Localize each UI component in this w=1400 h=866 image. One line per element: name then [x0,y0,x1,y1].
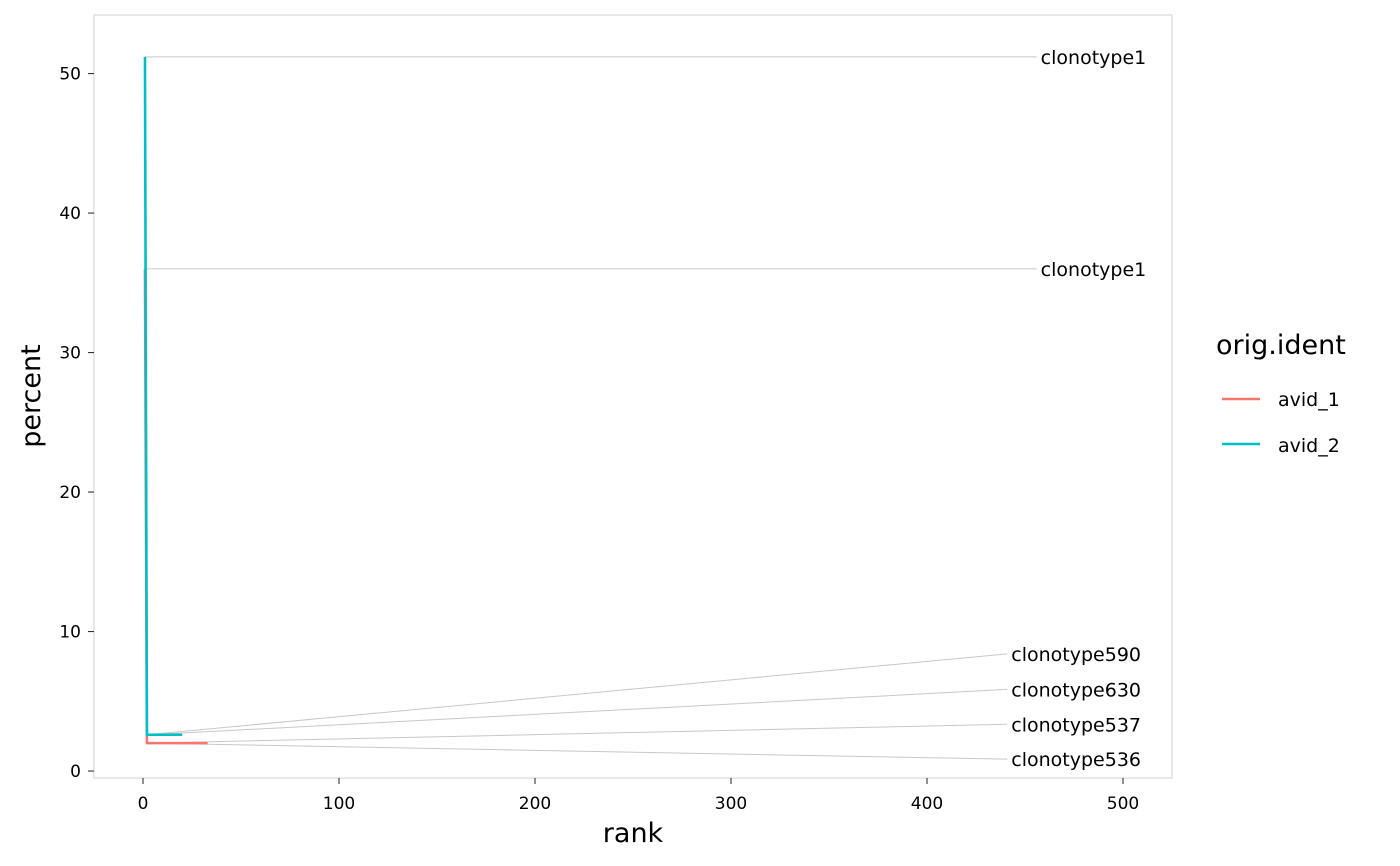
legend-title: orig.ident [1216,330,1346,361]
y-axis-title: percent [16,344,47,447]
x-tick-label: 300 [715,794,747,814]
series-line-avid_2 [143,56,183,737]
legend-label-avid_1: avid_1 [1278,389,1340,411]
annotation-label: clonotype537 [1011,714,1141,736]
y-tick-label: 30 [59,344,81,364]
legend: orig.ident avid_1 avid_2 [1216,330,1346,457]
y-axis: 0 10 20 30 40 50 [59,65,94,782]
x-axis: 0 100 200 300 400 500 [138,778,1139,814]
x-tick-label: 100 [323,794,355,814]
y-tick-label: 0 [70,762,81,782]
x-tick-label: 0 [138,794,149,814]
y-tick-label: 50 [59,65,81,85]
y-tick-label: 20 [59,483,81,503]
annotation-label: clonotype536 [1011,749,1141,771]
annotation-line [146,723,1008,744]
annotation-label: clonotype630 [1011,679,1141,701]
legend-label-avid_2: avid_2 [1278,435,1340,457]
plot-panel [93,14,1173,779]
y-tick-label: 10 [59,623,81,643]
annotation-label: clonotype1 [1041,259,1147,281]
x-axis-title: rank [603,818,664,849]
y-tick-label: 40 [59,204,81,224]
annotation-line [148,688,1008,736]
annotation-label: clonotype590 [1011,644,1141,666]
annotation-line [146,653,1008,736]
annotation-line [148,742,1008,760]
series-lines [143,56,208,745]
annotation-leader-lines [144,56,1037,760]
annotation-label: clonotype1 [1041,47,1147,69]
x-tick-label: 400 [911,794,943,814]
x-tick-label: 200 [519,794,551,814]
annotation-labels: clonotype1 clonotype1 clonotype590 clonotyp… [1011,47,1146,771]
x-tick-label: 500 [1107,794,1139,814]
